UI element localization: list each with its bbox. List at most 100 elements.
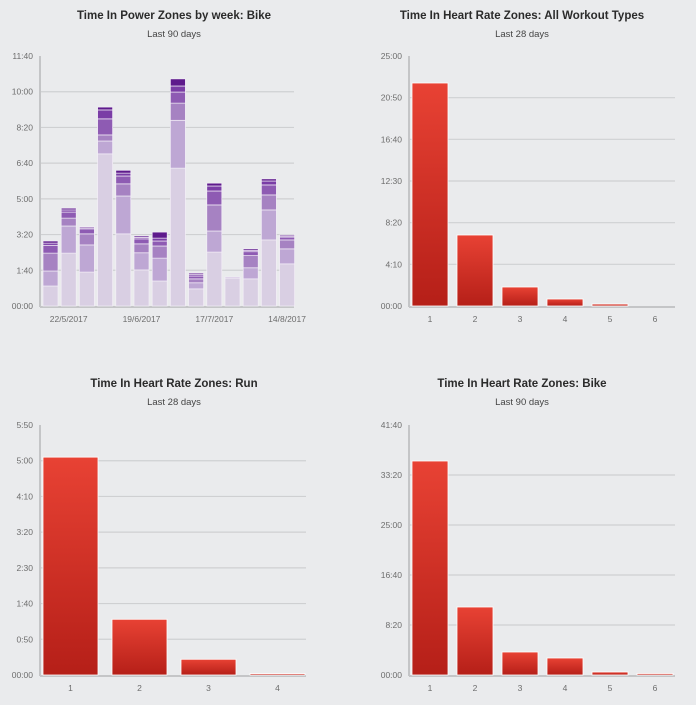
chart-title: Time In Heart Rate Zones: Bike <box>437 378 607 390</box>
bar-segment-zone-2[interactable] <box>279 248 295 265</box>
y-tick-label: 11:40 <box>12 51 33 61</box>
bar-segment-zone-3[interactable] <box>188 278 204 284</box>
x-tick-label: 6 <box>653 683 658 693</box>
bar-segment-zone-1[interactable] <box>188 288 204 307</box>
bar-segment-zone-3[interactable] <box>242 255 259 269</box>
bar-segment-zone-3[interactable] <box>261 194 277 211</box>
bar-segment-zone-3[interactable] <box>60 217 77 227</box>
bar-segment-zone-4[interactable] <box>188 275 204 280</box>
bar-segment-zone-3[interactable] <box>151 245 168 259</box>
power-zones-panel: Time In Power Zones by week: Bike Last 9… <box>0 0 348 352</box>
bar-segment-zone-5[interactable] <box>115 172 132 177</box>
bar-segment-zone-6[interactable] <box>79 226 95 229</box>
bar-segment-zone-4[interactable] <box>97 118 113 136</box>
bar-segment-zone-4[interactable] <box>115 175 132 185</box>
bar-segment-zone-2[interactable] <box>188 282 204 290</box>
bar-segment-zone-3[interactable] <box>97 134 113 142</box>
bar-segment-zone-2[interactable] <box>224 276 241 279</box>
bar-segment-zone-2[interactable] <box>151 257 168 282</box>
bar-segment-zone-4[interactable] <box>279 236 295 241</box>
bar-segment-zone-1[interactable] <box>97 153 113 307</box>
bar[interactable] <box>501 286 539 307</box>
bar-segment-zone-1[interactable] <box>133 269 150 307</box>
bar-segment-zone-2[interactable] <box>242 267 259 280</box>
x-tick-label: 4 <box>563 314 568 324</box>
bar-segment-zone-6[interactable] <box>206 182 223 187</box>
bar[interactable] <box>456 234 494 307</box>
bar-segment-zone-2[interactable] <box>60 225 77 254</box>
bar-segment-zone-2[interactable] <box>115 195 132 235</box>
bar-segment-zone-1[interactable] <box>170 167 186 307</box>
bar-segment-zone-1[interactable] <box>151 280 168 307</box>
bar-segment-zone-3[interactable] <box>206 204 223 232</box>
bar-segment-zone-6[interactable] <box>115 169 132 174</box>
bar-segment-zone-1[interactable] <box>79 271 95 307</box>
bar[interactable] <box>501 651 539 676</box>
bar-segment-zone-2[interactable] <box>42 270 59 287</box>
bar-segment-zone-6[interactable] <box>279 234 295 237</box>
bar[interactable] <box>249 673 306 676</box>
bar[interactable] <box>636 673 674 676</box>
bar-segment-zone-4[interactable] <box>242 251 259 256</box>
bar[interactable] <box>411 460 449 676</box>
bar-segment-zone-2[interactable] <box>206 230 223 253</box>
bar-segment-zone-6[interactable] <box>170 78 186 87</box>
bar[interactable] <box>546 657 584 676</box>
bar-segment-zone-1[interactable] <box>224 277 241 307</box>
bar-segment-zone-3[interactable] <box>279 239 295 250</box>
y-tick-label: 00:00 <box>381 301 403 311</box>
bar-segment-zone-4[interactable] <box>79 228 95 235</box>
bar-segment-zone-4[interactable] <box>133 238 150 245</box>
bar-segment-zone-3[interactable] <box>42 252 59 272</box>
bar-segment-zone-4[interactable] <box>42 244 59 254</box>
bar-segment-zone-4[interactable] <box>170 91 186 104</box>
bar-segment-zone-6[interactable] <box>188 272 204 275</box>
bar-segment-zone-3[interactable] <box>133 243 150 254</box>
bar-segment-zone-1[interactable] <box>206 251 223 307</box>
bar-segment-zone-5[interactable] <box>170 85 186 93</box>
bar[interactable] <box>591 303 629 307</box>
bar-segment-zone-1[interactable] <box>242 278 259 307</box>
bar-segment-zone-1[interactable] <box>279 263 295 307</box>
bar-segment-zone-1[interactable] <box>60 252 77 307</box>
bar[interactable] <box>591 671 629 676</box>
bar[interactable] <box>42 456 99 676</box>
bar-segment-zone-2[interactable] <box>133 252 150 271</box>
bar-segment-zone-6[interactable] <box>242 248 259 251</box>
bar-segment-zone-6[interactable] <box>97 106 113 111</box>
y-tick-label: 5:50 <box>16 420 33 430</box>
bar-segment-zone-6[interactable] <box>151 231 168 239</box>
bar-segment-zone-6[interactable] <box>42 240 59 244</box>
bar[interactable] <box>180 658 237 676</box>
bar-segment-zone-6[interactable] <box>60 207 77 211</box>
bar-segment-zone-5[interactable] <box>261 180 277 186</box>
bar-segment-zone-3[interactable] <box>170 102 186 121</box>
bar-segment-zone-5[interactable] <box>206 185 223 192</box>
bar-segment-zone-1[interactable] <box>42 285 59 307</box>
bar-segment-zone-5[interactable] <box>151 237 168 242</box>
y-tick-label: 2:30 <box>16 563 33 573</box>
bar-segment-zone-4[interactable] <box>206 190 223 206</box>
bar-segment-zone-4[interactable] <box>261 184 277 196</box>
bar-segment-zone-2[interactable] <box>170 119 186 169</box>
bar-segment-zone-5[interactable] <box>97 109 113 120</box>
hr-all-panel: Time In Heart Rate Zones: All Workout Ty… <box>348 0 696 352</box>
bar-segment-zone-3[interactable] <box>79 233 95 246</box>
y-tick-label: 41:40 <box>381 420 403 430</box>
bar-segment-zone-4[interactable] <box>60 211 77 219</box>
bar-segment-zone-4[interactable] <box>151 240 168 247</box>
bar-segment-zone-6[interactable] <box>261 178 277 182</box>
y-tick-label: 3:20 <box>16 230 33 240</box>
bar-segment-zone-6[interactable] <box>133 235 150 238</box>
bar[interactable] <box>111 618 168 676</box>
bar-segment-zone-1[interactable] <box>261 239 277 307</box>
bar[interactable] <box>411 82 449 307</box>
bar-segment-zone-2[interactable] <box>97 140 113 155</box>
bar[interactable] <box>546 298 584 307</box>
bar-segment-zone-1[interactable] <box>115 233 132 307</box>
bar-segment-zone-2[interactable] <box>261 209 277 241</box>
bar[interactable] <box>456 606 494 676</box>
bar-segment-zone-2[interactable] <box>79 244 95 273</box>
bar-segment-zone-3[interactable] <box>115 183 132 197</box>
y-tick-label: 8:20 <box>385 218 402 228</box>
